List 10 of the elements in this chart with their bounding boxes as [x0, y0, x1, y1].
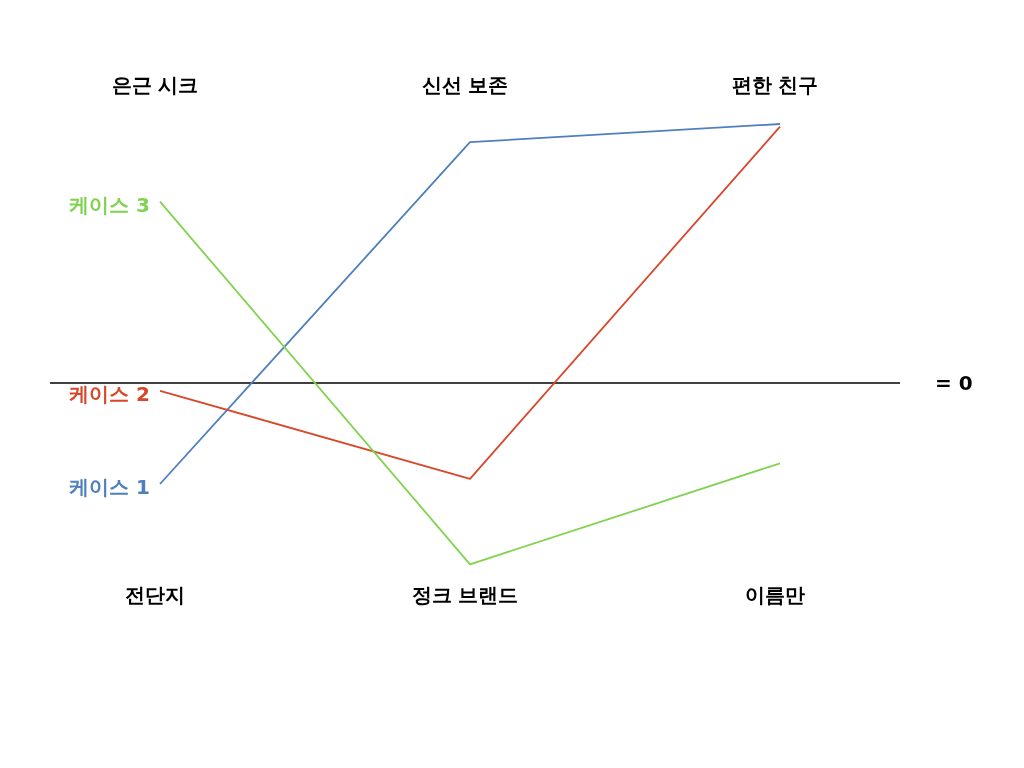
- x-tick-label: 정크 브랜드: [411, 583, 519, 607]
- series-label: 케이스 1: [69, 475, 150, 500]
- series-label: 케이스 3: [69, 192, 150, 217]
- text: 신선 보존: [421, 73, 509, 97]
- x-tick-label: 이름만: [745, 583, 805, 607]
- text: 은근 시크: [111, 73, 199, 97]
- x-tick-label: 전단지: [125, 583, 185, 607]
- ref-line-label: = 0: [935, 371, 973, 395]
- series-label: 케이스 2: [69, 381, 150, 406]
- text: 편한 친구: [731, 73, 819, 97]
